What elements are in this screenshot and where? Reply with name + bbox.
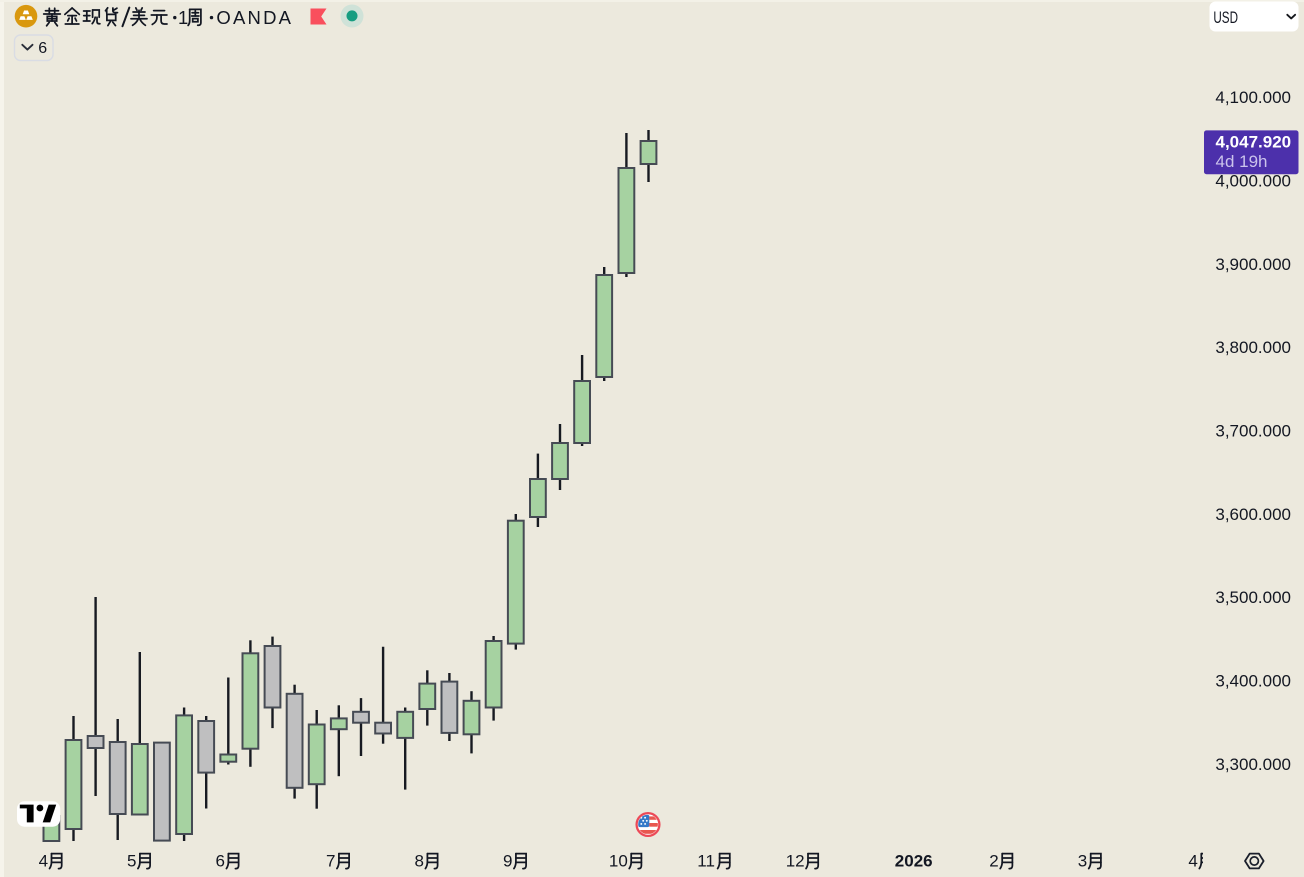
svg-text:4,100.000: 4,100.000	[1215, 88, 1291, 107]
svg-text:8: 8	[415, 851, 424, 870]
svg-text:OANDA: OANDA	[216, 7, 293, 28]
svg-text:3,400.000: 3,400.000	[1215, 672, 1291, 691]
svg-text:3,300.000: 3,300.000	[1215, 755, 1291, 774]
svg-text:3: 3	[1078, 851, 1087, 870]
svg-text:1: 1	[178, 7, 188, 28]
svg-text:5: 5	[127, 851, 136, 870]
svg-text:12: 12	[786, 851, 805, 870]
svg-text:4,000.000: 4,000.000	[1215, 171, 1291, 190]
svg-text:3,700.000: 3,700.000	[1215, 422, 1291, 441]
svg-text:7: 7	[326, 851, 335, 870]
svg-text:3,900.000: 3,900.000	[1215, 255, 1291, 274]
svg-text:9: 9	[503, 851, 512, 870]
svg-text:3,600.000: 3,600.000	[1215, 505, 1291, 524]
svg-text:2: 2	[989, 851, 998, 870]
svg-text:USD: USD	[1213, 9, 1238, 27]
svg-text:10: 10	[609, 851, 628, 870]
svg-text:11: 11	[697, 851, 715, 870]
svg-text:4d 19h: 4d 19h	[1216, 152, 1268, 171]
svg-text:6: 6	[38, 40, 47, 57]
svg-text:4: 4	[1188, 851, 1197, 870]
svg-text:2026: 2026	[895, 851, 933, 870]
svg-text:4: 4	[39, 851, 48, 870]
svg-text:4,047.920: 4,047.920	[1216, 133, 1292, 152]
svg-text:3,500.000: 3,500.000	[1215, 588, 1291, 607]
svg-text:3,800.000: 3,800.000	[1215, 338, 1291, 357]
svg-text:6: 6	[216, 851, 225, 870]
